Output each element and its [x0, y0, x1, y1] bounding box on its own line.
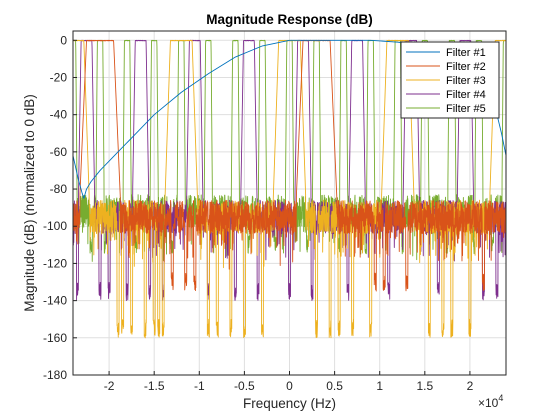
x-axis-exponent-power: 4	[498, 393, 503, 403]
x-tick-label: 0.5	[326, 379, 343, 393]
x-axis-label: Frequency (Hz)	[243, 396, 336, 411]
legend-label-filter-1: Filter #1	[446, 47, 486, 59]
x-tick-label: -2	[104, 379, 115, 393]
y-tick-label: -180	[43, 368, 67, 382]
x-tick-label: -1	[194, 379, 205, 393]
x-tick-label: 0	[286, 379, 293, 393]
legend-label-filter-3: Filter #3	[446, 75, 486, 87]
y-tick-label: -100	[43, 219, 67, 233]
x-tick-label: 1	[376, 379, 383, 393]
y-tick-label: -60	[50, 145, 68, 159]
y-tick-label: -80	[50, 182, 68, 196]
legend-label-filter-5: Filter #5	[446, 103, 486, 115]
x-tick-label: -0.5	[234, 379, 255, 393]
x-tick-label: 2	[467, 379, 474, 393]
y-tick-label: 0	[60, 33, 67, 47]
y-axis-ticks: 0 -20 -40 -60 -80 -100 -120 -140 -160 -180	[43, 33, 77, 382]
y-tick-label: -120	[43, 256, 67, 270]
series-line-filter-2	[73, 39, 506, 292]
x-axis-ticks: -2 -1.5 -1 -0.5 0 0.5 1 1.5 2	[104, 371, 474, 393]
legend-label-filter-2: Filter #2	[446, 61, 486, 73]
y-tick-label: -160	[43, 331, 67, 345]
y-tick-label: -40	[50, 108, 68, 122]
x-tick-label: 1.5	[416, 379, 433, 393]
y-tick-label: -20	[50, 70, 68, 84]
x-tick-label: -1.5	[144, 379, 165, 393]
y-tick-label: -140	[43, 294, 67, 308]
y-axis-label: Magnitude (dB) (normalized to 0 dB)	[22, 94, 37, 312]
legend: Filter #1 Filter #2 Filter #3 Filter #4 Filt…	[400, 41, 500, 119]
chart-title: Magnitude Response (dB)	[206, 12, 373, 27]
legend-label-filter-4: Filter #4	[446, 89, 486, 101]
x-axis-exponent-base: ×10	[478, 396, 499, 410]
x-axis-exponent: ×104	[478, 393, 503, 410]
